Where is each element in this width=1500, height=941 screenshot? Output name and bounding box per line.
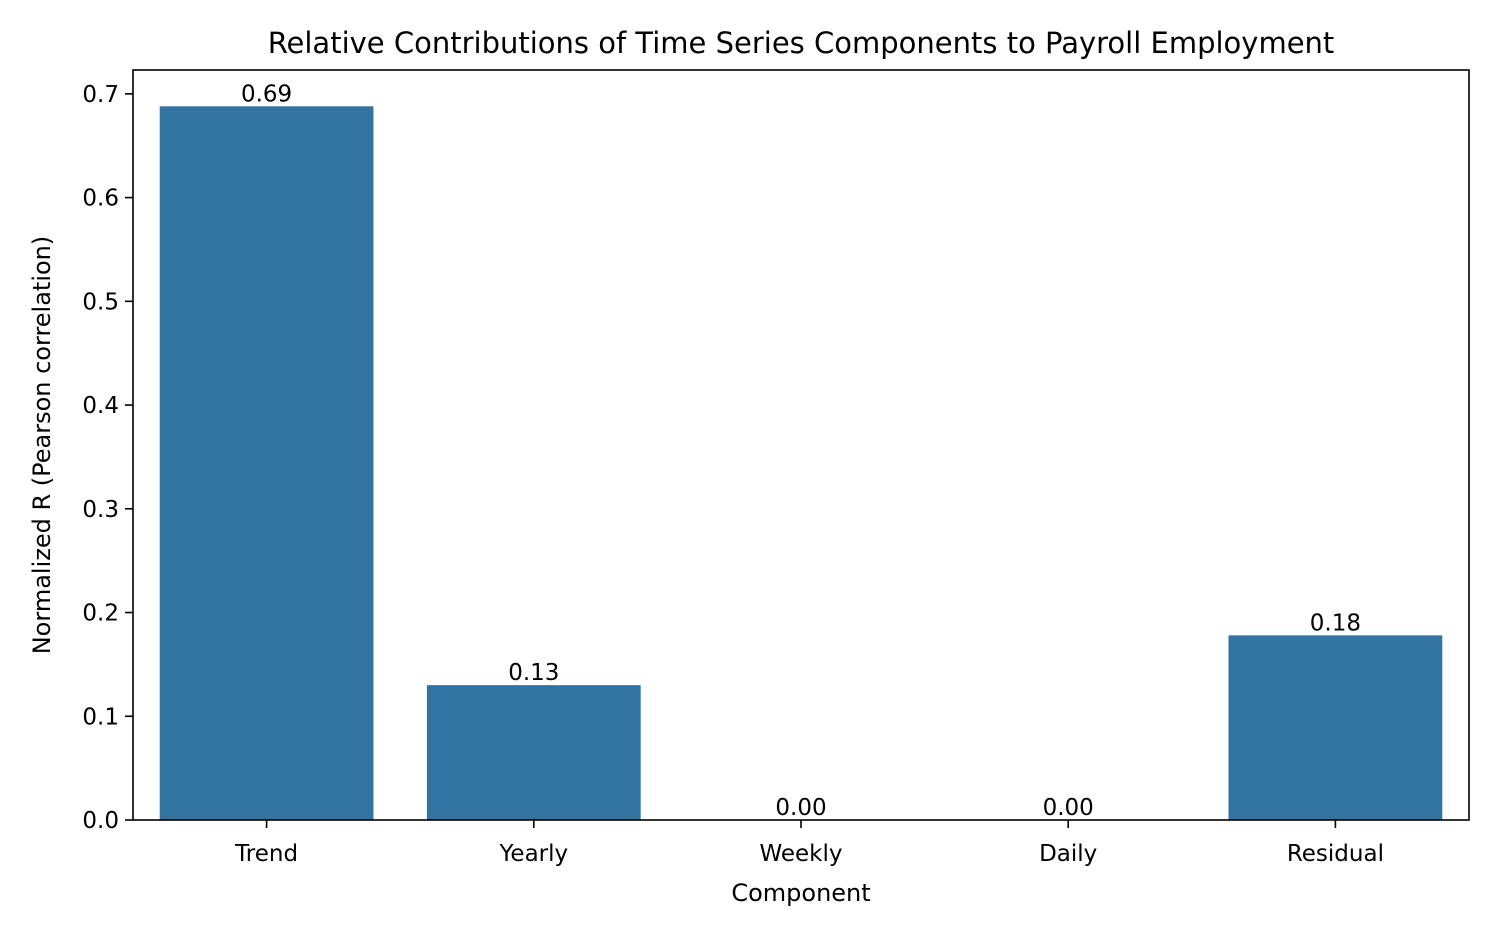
y-tick-label: 0.7 [82,82,119,108]
x-tick-label-residual: Residual [1287,841,1384,867]
y-tick-label: 0.3 [82,497,119,523]
x-tick-label-trend: Trend [234,841,298,867]
bar-yearly [426,685,641,820]
y-tick-label: 0.5 [82,289,119,315]
y-tick-label: 0.1 [82,704,119,730]
plot-frame [132,69,1470,821]
data-label-daily: 0.00 [1043,795,1094,821]
y-axis-ticks: 0.0 0.1 0.2 0.3 0.4 0.5 0.6 0.7 [82,82,133,834]
x-tick-label-yearly: Yearly [498,841,568,867]
data-label-yearly: 0.13 [508,660,559,686]
x-tick-label-weekly: Weekly [759,841,842,867]
bars-group [159,106,1443,820]
x-tick-label-daily: Daily [1039,841,1097,867]
y-tick-label: 0.2 [82,601,119,627]
data-label-residual: 0.18 [1310,610,1361,636]
data-label-trend: 0.69 [241,81,292,107]
y-axis-label: Normalized R (Pearson correlation) [28,236,56,655]
y-tick-label: 0.0 [82,808,119,834]
data-label-weekly: 0.00 [775,795,826,821]
x-axis-label: Component [731,879,870,907]
x-axis-ticks: Trend Yearly Weekly Daily Residual [234,820,1384,867]
bar-trend [159,106,374,820]
data-labels-group: 0.69 0.13 0.00 0.00 0.18 [241,81,1361,821]
y-tick-label: 0.4 [82,393,119,419]
bar-residual [1228,635,1443,820]
y-tick-label: 0.6 [82,186,119,212]
chart-title: Relative Contributions of Time Series Co… [268,26,1335,60]
